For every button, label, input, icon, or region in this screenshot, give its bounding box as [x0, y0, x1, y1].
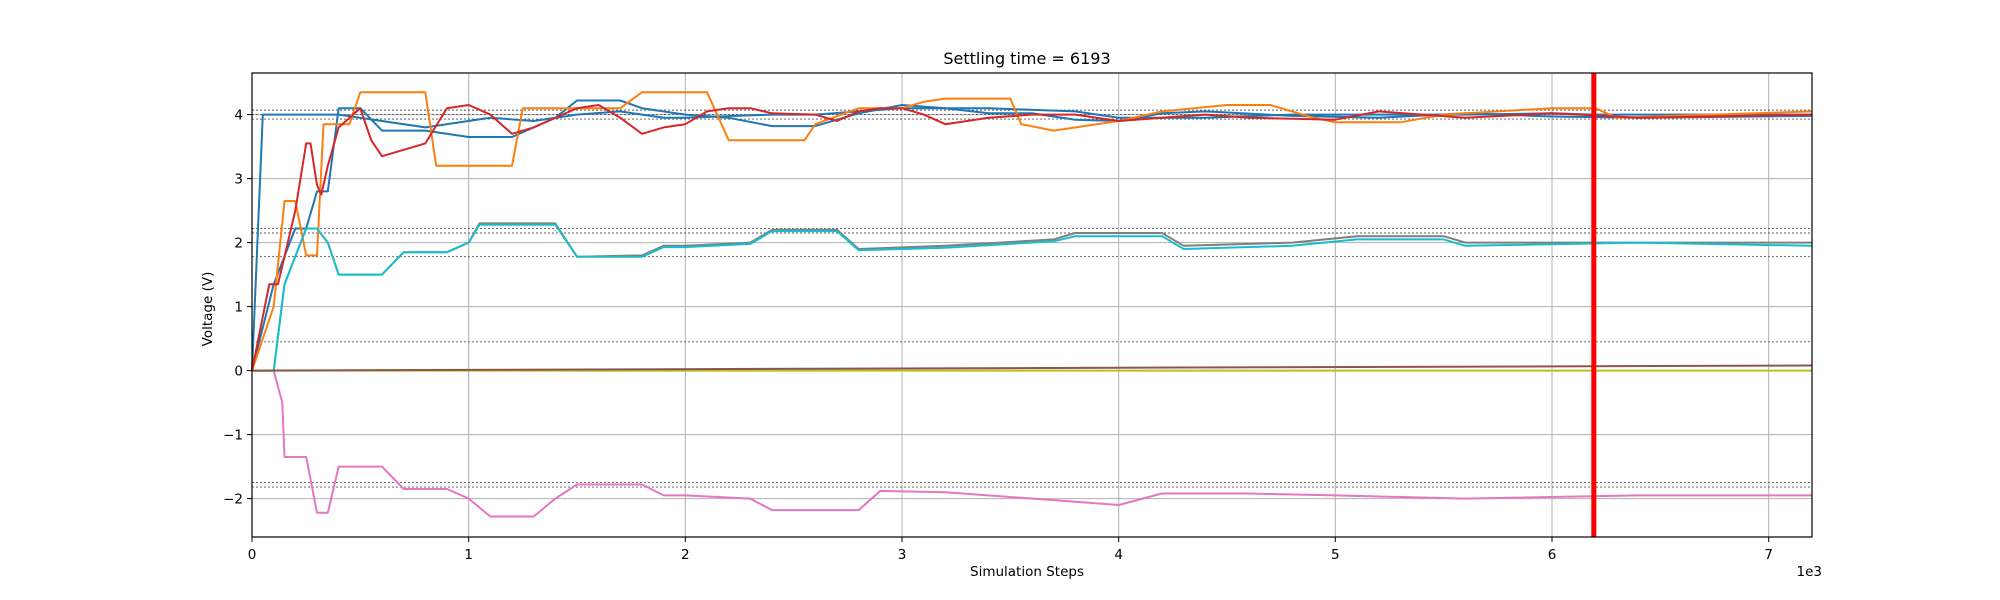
x-tick-label: 0 [248, 547, 257, 563]
x-tick-label: 2 [681, 547, 690, 563]
x-tick-label: 5 [1331, 547, 1340, 563]
x-axis-scale-label: 1e3 [1797, 564, 1822, 580]
plot-frame [251, 72, 1813, 538]
series-lines [251, 91, 1813, 518]
series-line [251, 104, 1813, 371]
series-line [252, 222, 1812, 372]
series-line [252, 369, 1812, 518]
x-tick-label: 3 [898, 547, 907, 563]
x-tick-label: 1 [464, 547, 473, 563]
y-axis-label: Voltage (V) [200, 272, 216, 347]
y-tick-label: −2 [223, 492, 243, 508]
y-tick-label: 3 [234, 172, 243, 188]
series-line [251, 364, 1813, 372]
y-tick-label: 4 [234, 108, 243, 124]
y-tick-label: −1 [223, 428, 243, 444]
chart-title: Settling time = 6193 [943, 49, 1110, 68]
x-tick-label: 6 [1548, 547, 1557, 563]
y-tick-label: 0 [234, 364, 243, 380]
y-tick-label: 1 [234, 300, 243, 316]
series-line [251, 107, 1812, 371]
x-tick-label: 7 [1764, 547, 1773, 563]
series-line [252, 223, 1813, 372]
axis-ticks: 0 1 2 3 4 5 6 7 −2 −1 0 1 2 3 4 [223, 108, 1773, 563]
series-line [251, 99, 1813, 371]
grid [251, 73, 1812, 537]
x-tick-label: 4 [1114, 547, 1123, 563]
series-line [251, 91, 1813, 371]
x-axis-label: Simulation Steps [970, 564, 1084, 580]
y-tick-label: 2 [234, 236, 243, 252]
